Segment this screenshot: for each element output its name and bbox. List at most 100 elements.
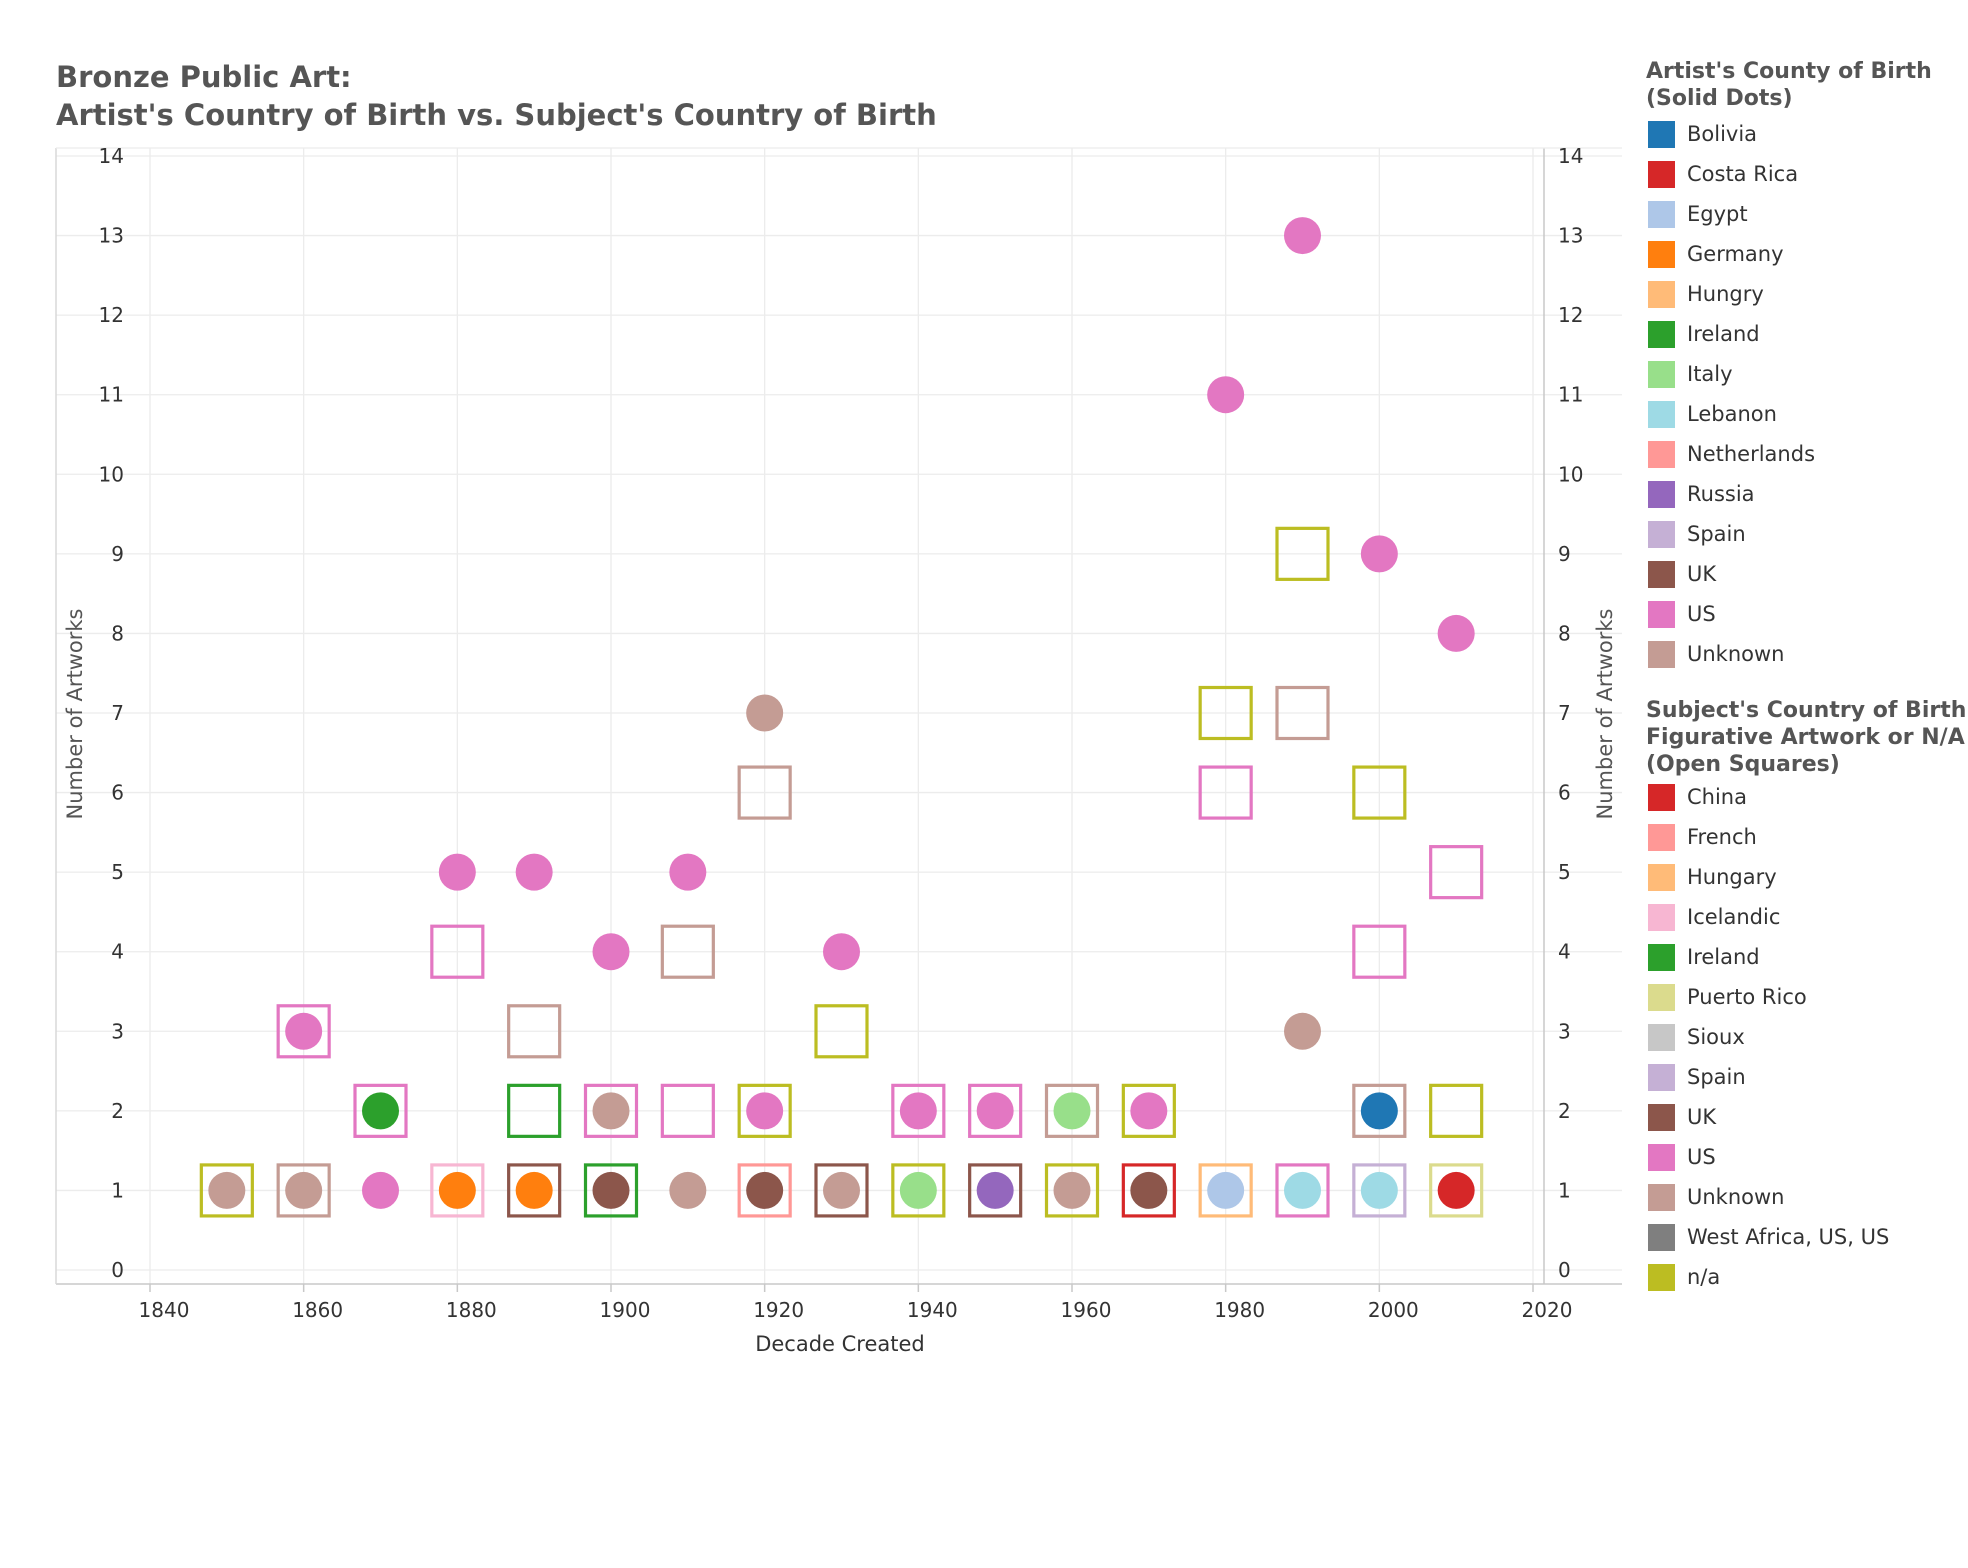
artist-legend-item[interactable]: Italy (1648, 359, 1733, 389)
subject-legend-item[interactable]: UK (1648, 1102, 1716, 1132)
subject-square (1121, 1163, 1176, 1218)
subject-legend-item[interactable]: Sioux (1648, 1022, 1745, 1052)
artist-dot (1130, 1171, 1168, 1209)
artist-dot (592, 933, 630, 971)
subject-square (583, 1083, 639, 1138)
subject-square (1198, 685, 1253, 741)
artist-legend-label: Lebanon (1687, 402, 1777, 426)
artist-dot (1437, 614, 1475, 652)
artist-dot (285, 1171, 323, 1209)
y-tick-label: 14 (99, 144, 124, 168)
subject-legend-swatch (1648, 1103, 1675, 1131)
chart-title: Bronze Public Art: Artist's Country of B… (56, 58, 937, 134)
subject-legend-label: Spain (1687, 1065, 1746, 1089)
y-tick-label: 8 (111, 621, 124, 645)
artist-dot (746, 694, 784, 732)
artist-dot (1284, 1171, 1321, 1209)
subject-legend-item[interactable]: Puerto Rico (1648, 982, 1807, 1012)
subject-legend-item[interactable]: Unknown (1648, 1182, 1784, 1212)
artist-dot (669, 853, 707, 891)
subject-square (583, 1163, 639, 1218)
subject-square (507, 1083, 562, 1138)
artist-legend-item[interactable]: Costa Rica (1648, 159, 1798, 189)
subject-legend-swatch (1648, 1223, 1675, 1251)
subject-legend-item[interactable]: French (1648, 822, 1757, 852)
artist-dot (208, 1171, 246, 1209)
artist-legend-item[interactable]: Bolivia (1648, 119, 1757, 149)
artist-legend-item[interactable]: UK (1648, 559, 1716, 589)
subject-square (1352, 765, 1407, 820)
subject-legend-item[interactable]: n/a (1648, 1262, 1720, 1292)
artist-dot (823, 1171, 860, 1209)
artist-legend-swatch (1648, 320, 1675, 348)
y2-tick-label: 4 (1558, 940, 1571, 964)
subject-square (1198, 1163, 1253, 1218)
artist-legend-label: Unknown (1687, 642, 1785, 666)
artist-legend-item[interactable]: Hungry (1648, 279, 1764, 309)
subject-square (276, 1004, 331, 1059)
subject-square (968, 1163, 1023, 1218)
y-tick-label: 6 (111, 781, 124, 805)
y2-tick-label: 10 (1558, 462, 1583, 486)
y2-tick-label: 0 (1558, 1258, 1571, 1282)
y-tick-label: 7 (111, 701, 124, 725)
subject-square (660, 924, 715, 979)
y-axis-title: Number of Artworks (63, 609, 87, 820)
artist-legend-label: Ireland (1687, 322, 1760, 346)
artist-legend-item[interactable]: Lebanon (1648, 399, 1777, 429)
subject-square (1275, 526, 1330, 581)
subject-square (276, 1163, 331, 1218)
subject-square (1429, 845, 1484, 900)
subject-square (1429, 1163, 1484, 1218)
subject-legend-item[interactable]: US (1648, 1142, 1716, 1172)
artist-dot (1053, 1092, 1091, 1130)
artist-legend-swatch (1648, 160, 1675, 188)
subject-legend-label: Sioux (1687, 1025, 1745, 1049)
y2-tick-label: 14 (1558, 144, 1583, 168)
artist-legend-item[interactable]: Russia (1648, 479, 1755, 509)
artist-legend-swatch (1648, 440, 1675, 468)
artist-legend-item[interactable]: Ireland (1648, 319, 1760, 349)
subject-legend-label: West Africa, US, US (1687, 1225, 1890, 1249)
artist-legend-swatch (1648, 280, 1675, 308)
artist-legend-item[interactable]: Unknown (1648, 639, 1784, 669)
artist-dot (1207, 376, 1245, 414)
y2-tick-label: 12 (1558, 303, 1583, 327)
subject-square (1121, 1083, 1176, 1138)
x-tick-label: 1940 (907, 1298, 958, 1322)
y2-tick-label: 6 (1558, 781, 1571, 805)
subject-legend-item[interactable]: Icelandic (1648, 902, 1780, 932)
artist-legend-item[interactable]: Netherlands (1648, 439, 1815, 469)
artist-legend-item[interactable]: Spain (1648, 519, 1746, 549)
artist-legend-label: Netherlands (1687, 442, 1816, 466)
subject-square (968, 1083, 1023, 1138)
artist-dot (592, 1092, 630, 1130)
subject-square (1352, 924, 1407, 979)
artist-dot (1360, 535, 1398, 573)
subject-legend-item[interactable]: China (1648, 782, 1747, 812)
x-axis-title: Decade Created (755, 1332, 925, 1356)
subject-legend-swatch (1648, 1183, 1675, 1211)
subject-legend-item[interactable]: West Africa, US, US (1648, 1222, 1889, 1252)
artist-dot (515, 853, 553, 891)
y2-tick-label: 1 (1558, 1178, 1571, 1202)
artist-legend-item[interactable]: Egypt (1648, 199, 1748, 229)
artist-legend-label: UK (1687, 562, 1717, 586)
subject-legend-swatch (1648, 983, 1675, 1011)
artist-legend-item[interactable]: US (1648, 599, 1716, 629)
artist-dot (1284, 1012, 1321, 1050)
artist-dot (438, 853, 476, 891)
subject-legend-title: Subject's Country of Birth: Figurative A… (1646, 697, 1968, 778)
subject-legend-item[interactable]: Spain (1648, 1062, 1746, 1092)
artist-dot (1130, 1092, 1168, 1130)
subject-square (1352, 1163, 1407, 1218)
artist-legend-label: Hungry (1687, 282, 1764, 306)
subject-legend-item[interactable]: Hungary (1648, 862, 1777, 892)
artist-dot (592, 1171, 630, 1209)
artist-dot (1360, 1171, 1398, 1209)
subject-legend-item[interactable]: Ireland (1648, 942, 1760, 972)
subject-square (353, 1083, 408, 1138)
artist-legend-item[interactable]: Germany (1648, 239, 1784, 269)
